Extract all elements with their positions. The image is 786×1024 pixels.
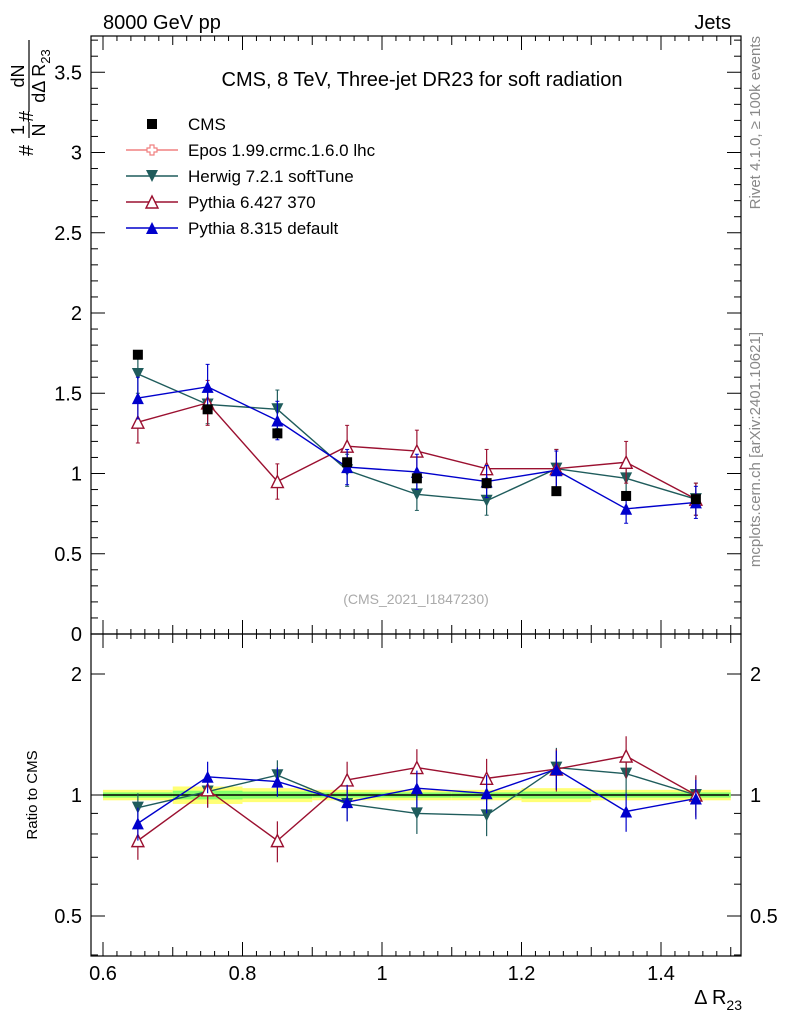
ratio-point-herwig-7-2-1-softtune — [410, 807, 423, 820]
dynamic-chart-elements: 0.6 0.8 1 1.2 1.4 0 0.5 1 1.5 2 2.5 3 3.5 0.5 0.5 1 1 2 2 C… — [54, 36, 778, 985]
legend-label-pythia-6-427-370: Pythia 6.427 370 — [188, 193, 316, 212]
data-point-pythia-8-315-default — [620, 502, 633, 515]
ratio-point-pythia-8-315-default — [201, 770, 214, 783]
y-tick-label-main: 2.5 — [54, 223, 82, 245]
cms-data-point — [690, 494, 701, 505]
legend-marker-cms — [147, 119, 157, 129]
data-point-pythia-6-427-370 — [270, 473, 285, 489]
x-tick-label: 0.6 — [89, 963, 117, 985]
cms-data-point — [411, 473, 422, 484]
legend-marker-herwig-7-2-1-softtune — [146, 170, 158, 182]
y-tick-label-main: 3 — [71, 143, 82, 165]
y-label-den-2-sub: 23 — [38, 49, 53, 63]
ratio-point-pythia-8-315-default — [131, 817, 144, 830]
data-point-pythia-8-315-default — [131, 392, 144, 405]
y-tick-label-main: 3.5 — [54, 62, 82, 84]
main-y-axis-label: # 1 N # dN dΔ R23 — [8, 40, 53, 156]
cms-data-point — [481, 478, 492, 489]
legend-label-cms: CMS — [188, 115, 226, 134]
data-point-herwig-7-2-1-softtune — [480, 494, 493, 507]
data-point-pythia-8-315-default — [550, 464, 563, 477]
y-label-num-2: dN — [8, 64, 28, 87]
y-tick-label-ratio-right: 2 — [750, 664, 761, 686]
cms-data-point — [272, 428, 283, 439]
cms-data-point — [132, 349, 143, 360]
header-beam-label: 8000 GeV pp — [103, 12, 221, 34]
x-tick-label: 0.8 — [229, 963, 257, 985]
chart-title: CMS, 8 TeV, Three-jet DR23 for soft radi… — [222, 69, 623, 91]
cms-data-point — [202, 404, 213, 415]
ratio-point-pythia-8-315-default — [480, 787, 493, 800]
data-point-herwig-7-2-1-softtune — [410, 488, 423, 501]
legend-marker-pythia-8-315-default — [146, 222, 158, 234]
legend-marker-epos-1-99-crmc-1-6-0-lhc — [146, 144, 158, 156]
cms-data-point — [551, 486, 562, 497]
analysis-watermark: (CMS_2021_I1847230) — [343, 591, 489, 607]
y-label-den-2-main: dΔ R — [29, 64, 49, 103]
y-tick-label-ratio-left: 2 — [71, 664, 82, 686]
cms-data-point — [342, 457, 353, 468]
y-tick-label-ratio-right: 0.5 — [750, 906, 778, 928]
x-tick-label: 1 — [376, 963, 387, 985]
ratio-point-herwig-7-2-1-softtune — [480, 809, 493, 822]
ratio-point-pythia-8-315-default — [620, 805, 633, 818]
data-point-pythia-6-427-370 — [130, 414, 146, 429]
mcplots-label: mcplots.cern.ch [arXiv:2401.10621] — [747, 332, 764, 567]
header-process-label: Jets — [694, 12, 731, 34]
y-label-hash-1: # — [16, 144, 38, 156]
y-tick-label-ratio-right: 1 — [750, 785, 761, 807]
rivet-version-label: Rivet 4.1.0, ≥ 100k events — [747, 36, 764, 209]
y-label-hash-2: # — [16, 110, 38, 122]
ratio-point-pythia-6-427-370 — [339, 772, 355, 787]
y-label-num-1: 1 — [8, 125, 28, 135]
data-point-pythia-6-427-370 — [618, 454, 634, 469]
ratio-point-pythia-6-427-370 — [270, 833, 285, 848]
legend-label-pythia-8-315-default: Pythia 8.315 default — [188, 219, 339, 238]
x-tick-label: 1.4 — [647, 963, 675, 985]
y-tick-label-ratio-left: 1 — [71, 785, 82, 807]
ratio-y-axis-label: Ratio to CMS — [24, 750, 41, 839]
legend-label-herwig-7-2-1-softtune: Herwig 7.2.1 softTune — [188, 167, 354, 186]
y-tick-label-main: 0.5 — [54, 544, 82, 566]
ratio-point-pythia-6-427-370 — [618, 748, 634, 763]
y-tick-label-main: 0 — [71, 624, 82, 646]
ratio-point-pythia-8-315-default — [410, 782, 423, 795]
y-label-den-2: dΔ R23 — [29, 49, 53, 103]
ratio-point-pythia-8-315-default — [689, 792, 702, 805]
ratio-point-pythia-8-315-default — [271, 775, 284, 788]
x-tick-label: 1.2 — [508, 963, 536, 985]
legend-label-epos-1-99-crmc-1-6-0-lhc: Epos 1.99.crmc.1.6.0 lhc — [188, 141, 376, 160]
y-tick-label-ratio-left: 0.5 — [54, 906, 82, 928]
x-axis-label-main: Δ R — [694, 987, 726, 1009]
cms-data-point — [621, 490, 632, 501]
legend-marker-pythia-6-427-370 — [144, 194, 160, 209]
y-tick-label-main: 2 — [71, 303, 82, 325]
ratio-point-pythia-8-315-default — [341, 796, 354, 809]
x-axis-label: Δ R23 — [694, 987, 742, 1013]
y-tick-label-main: 1 — [71, 464, 82, 486]
data-point-herwig-7-2-1-softtune — [131, 367, 144, 380]
ratio-point-pythia-8-315-default — [550, 763, 563, 776]
y-tick-label-main: 1.5 — [54, 383, 82, 405]
data-point-pythia-8-315-default — [201, 380, 214, 393]
y-label-den-1: N — [29, 124, 49, 137]
data-point-pythia-8-315-default — [271, 414, 284, 427]
x-axis-label-sub: 23 — [726, 997, 742, 1013]
